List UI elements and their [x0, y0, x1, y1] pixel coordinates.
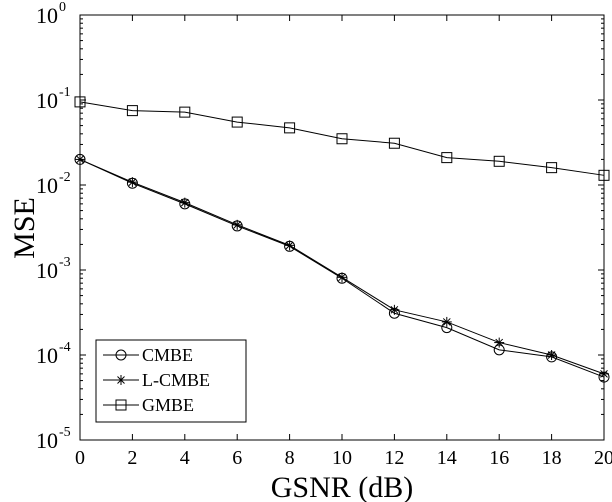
x-axis-label: GSNR (dB)	[271, 471, 414, 502]
data-point-gmbe	[493, 155, 505, 167]
data-point-gmbe	[546, 162, 558, 174]
x-tick-label: 14	[437, 447, 457, 469]
legend-marker	[115, 399, 127, 411]
data-point-gmbe	[126, 105, 138, 117]
legend-marker	[116, 375, 126, 385]
legend-label: L-CMBE	[142, 370, 210, 390]
data-point-l-cmbe	[284, 240, 295, 251]
data-point-l-cmbe	[546, 350, 557, 360]
data-point-gmbe	[388, 137, 400, 149]
legend-label: CMBE	[142, 345, 193, 365]
data-point-l-cmbe	[127, 177, 138, 188]
data-point-gmbe	[336, 133, 348, 145]
legend-entry-l-cmbe: L-CMBE	[103, 370, 210, 390]
y-tick-label: 10	[36, 173, 58, 198]
legend-entry-gmbe: GMBE	[103, 395, 194, 415]
x-tick-label: 16	[489, 447, 509, 469]
y-tick-label: 10	[36, 88, 58, 113]
data-point-gmbe	[284, 122, 296, 134]
y-tick-label: 10	[36, 3, 58, 28]
y-tick-exponent: -5	[59, 425, 71, 440]
legend-marker	[115, 349, 127, 361]
legend: CMBE L-CMBE GMBE	[95, 339, 247, 423]
data-point-l-cmbe	[232, 219, 243, 230]
data-point-l-cmbe	[337, 272, 347, 283]
x-tick-label: 2	[127, 447, 137, 469]
data-point-l-cmbe	[389, 304, 400, 315]
y-axis-label: MSE	[8, 197, 41, 259]
data-point-gmbe	[441, 152, 453, 164]
y-tick-label: 10	[36, 343, 58, 368]
x-tick-label: 8	[285, 447, 295, 469]
y-tick-exponent: 0	[59, 0, 66, 15]
y-tick-exponent: -4	[59, 340, 71, 355]
y-tick-label: 10	[36, 258, 58, 283]
x-tick-label: 6	[232, 447, 242, 469]
x-tick-label: 12	[384, 447, 404, 469]
x-tick-label: 10	[332, 447, 352, 469]
data-point-gmbe	[231, 116, 243, 128]
data-point-l-cmbe	[441, 316, 452, 327]
legend-entry-cmbe: CMBE	[103, 345, 193, 365]
y-tick-exponent: -1	[59, 85, 71, 100]
y-tick-exponent: -3	[59, 255, 71, 270]
data-point-l-cmbe	[179, 197, 190, 208]
x-tick-label: 18	[542, 447, 562, 469]
y-tick-label: 10	[36, 428, 58, 453]
series-layer	[74, 96, 610, 383]
x-tick-label: 20	[594, 447, 612, 469]
data-point-gmbe	[179, 106, 191, 118]
series-line-gmbe	[79, 101, 605, 176]
y-tick-exponent: -2	[59, 170, 71, 185]
x-tick-label: 4	[180, 447, 190, 469]
legend-label: GMBE	[142, 395, 194, 415]
x-tick-label: 0	[75, 447, 85, 469]
series-gmbe	[74, 96, 610, 181]
data-point-l-cmbe	[494, 337, 505, 348]
